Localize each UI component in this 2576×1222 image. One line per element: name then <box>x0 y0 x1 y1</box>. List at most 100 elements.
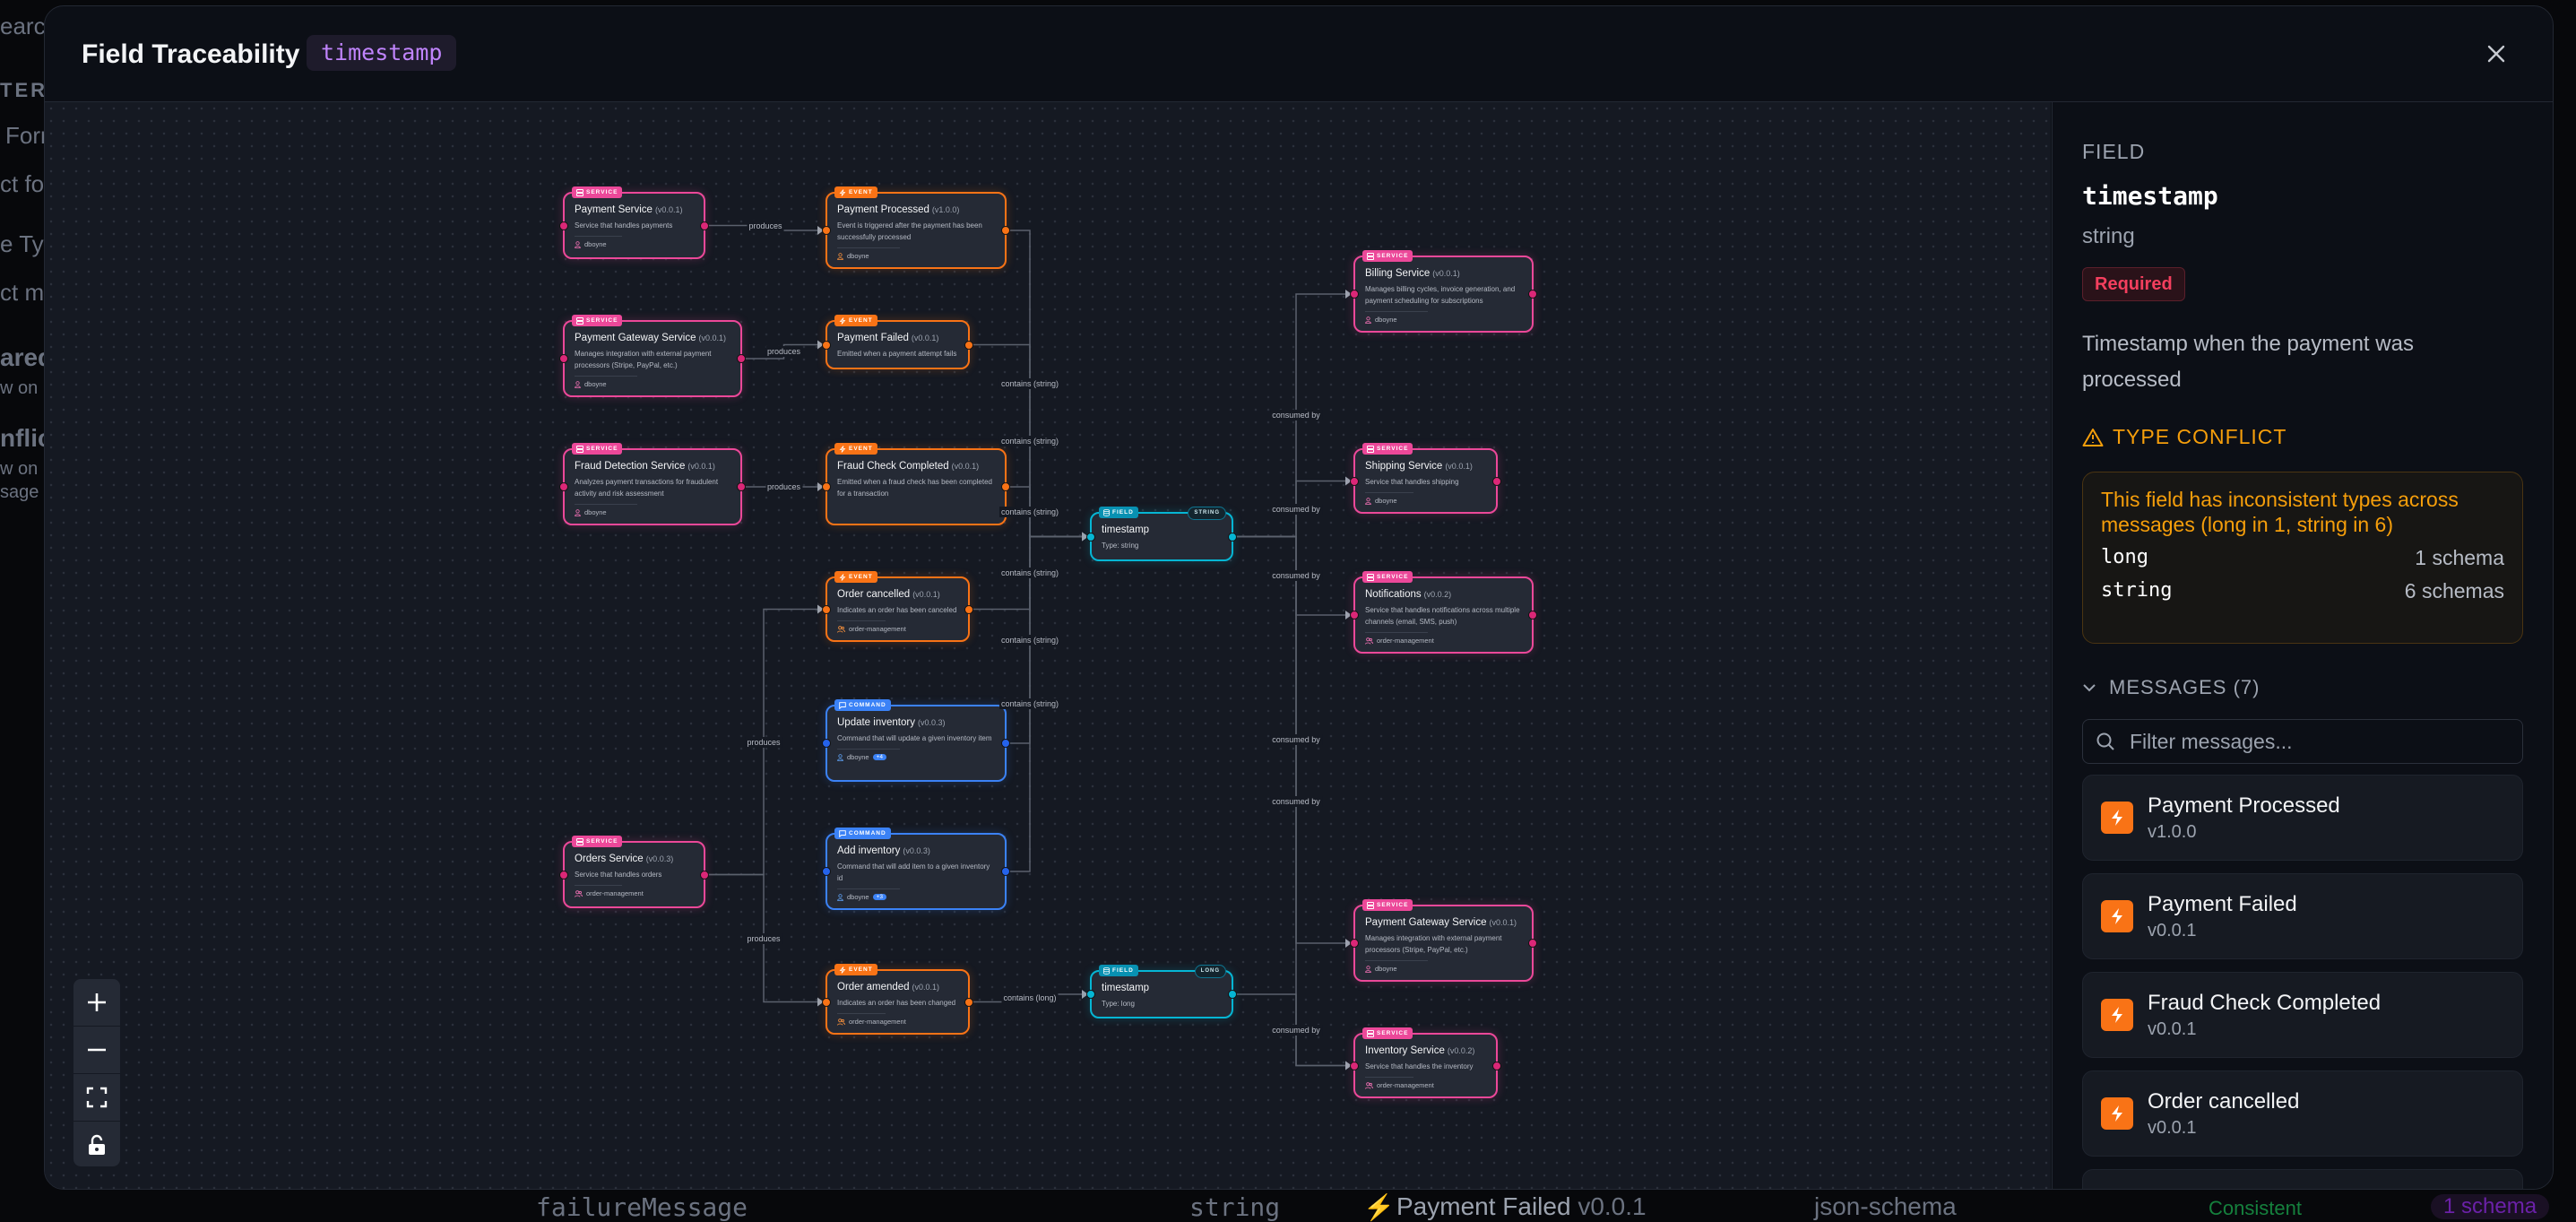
source-handle[interactable] <box>1001 226 1010 235</box>
format-cell: json-schema <box>1814 1192 1957 1220</box>
message-version: v1.0.0 <box>2148 821 2197 842</box>
source-handle[interactable] <box>1228 990 1237 999</box>
lightning-icon <box>2101 1097 2133 1130</box>
graph-canvas[interactable]: SERVICE Payment Service (v0.0.1) Service th… <box>45 102 2051 1189</box>
target-handle[interactable] <box>559 221 568 230</box>
node-title: Shipping Service (v0.0.1) <box>1365 461 1486 472</box>
target-handle[interactable] <box>559 870 568 880</box>
message-card[interactable]: Payment Failed v0.0.1 <box>2082 873 2523 959</box>
target-handle[interactable] <box>559 482 568 491</box>
target-handle[interactable] <box>559 354 568 363</box>
event-node[interactable]: EVENT Order cancelled (v0.0.1) Indicates an… <box>822 571 973 642</box>
source-handle[interactable] <box>1528 611 1537 620</box>
target-handle[interactable] <box>1086 532 1095 542</box>
node-name: Payment Processed <box>837 204 929 215</box>
divider <box>575 504 637 505</box>
service-node[interactable]: SERVICE Fraud Detection Service (v0.0.1) An… <box>559 443 746 525</box>
source-handle[interactable] <box>1528 939 1537 948</box>
field-traceability-modal: Field Traceability timestamp SERVICE Paym… <box>44 5 2554 1190</box>
service-node[interactable]: SERVICE Payment Gateway Service (v0.0.1) Ma… <box>1350 899 1537 982</box>
edge-label: contains (string) <box>998 506 1061 517</box>
node-type-badge: EVENT <box>834 315 877 326</box>
filter-messages-field[interactable] <box>2082 719 2523 764</box>
message-card[interactable]: Payment Processed v1.0.0 <box>2082 775 2523 861</box>
message-name: Payment Processed <box>2148 793 2340 818</box>
target-handle[interactable] <box>822 604 831 614</box>
node-title: timestamp <box>1102 983 1222 993</box>
event-node[interactable]: EVENT Payment Failed (v0.0.1) Emitted when … <box>822 315 973 369</box>
filter-messages-input[interactable] <box>2128 728 2490 755</box>
target-handle[interactable] <box>822 340 831 350</box>
service-node[interactable]: SERVICE Shipping Service (v0.0.1) Service t… <box>1350 443 1501 514</box>
messages-toggle[interactable]: MESSAGES (7) <box>2082 676 2260 699</box>
service-node[interactable]: SERVICE Notifications (v0.0.2) Service that… <box>1350 571 1537 654</box>
target-handle[interactable] <box>1350 476 1359 486</box>
source-handle[interactable] <box>700 221 709 230</box>
event-node[interactable]: EVENT Order amended (v0.0.1) Indicates an o… <box>822 964 973 1035</box>
node-type-label: SERVICE <box>586 446 618 452</box>
divider <box>837 1013 886 1014</box>
event-node[interactable]: EVENT Fraud Check Completed (v0.0.1) Emitte… <box>822 443 1010 525</box>
source-handle[interactable] <box>1228 532 1237 542</box>
service-node[interactable]: SERVICE Payment Gateway Service (v0.0.1) Ma… <box>559 315 746 397</box>
target-handle[interactable] <box>1350 290 1359 299</box>
conflict-row: long 1 schema <box>2101 546 2504 570</box>
close-button[interactable] <box>2483 40 2510 67</box>
target-handle[interactable] <box>1350 611 1359 620</box>
service-node[interactable]: SERVICE Payment Service (v0.0.1) Service th… <box>559 186 709 259</box>
conflict-row: string 6 schemas <box>2101 579 2504 603</box>
field-node[interactable]: FIELD LONG timestamp Type: long <box>1086 965 1237 1018</box>
target-handle[interactable] <box>822 867 831 876</box>
target-handle[interactable] <box>822 739 831 748</box>
source-handle[interactable] <box>700 870 709 880</box>
source-handle[interactable] <box>1528 290 1537 299</box>
message-card[interactable]: Fraud Check Completed v0.0.1 <box>2082 972 2523 1058</box>
field-node[interactable]: FIELD STRING timestamp Type: string <box>1086 507 1237 561</box>
lock-button[interactable] <box>73 1122 120 1166</box>
event-icon <box>839 573 846 581</box>
source-handle[interactable] <box>737 482 746 491</box>
node-title: Fraud Detection Service (v0.0.1) <box>575 461 730 472</box>
node-type-badge: SERVICE <box>1362 443 1413 455</box>
node-version: (v0.0.3) <box>903 846 930 855</box>
field-name-cell: failureMessage <box>536 1192 748 1222</box>
target-handle[interactable] <box>822 997 831 1007</box>
service-node[interactable]: SERVICE Inventory Service (v0.0.2) Service … <box>1350 1027 1501 1098</box>
target-handle[interactable] <box>1350 1061 1359 1070</box>
target-handle[interactable] <box>1086 990 1095 999</box>
source-handle[interactable] <box>964 340 973 350</box>
source-handle[interactable] <box>737 354 746 363</box>
node-owner: order-management <box>575 889 694 897</box>
source-handle[interactable] <box>1492 1061 1501 1070</box>
zoom-in-button[interactable] <box>73 979 120 1027</box>
messages-heading: MESSAGES (7) <box>2109 676 2260 698</box>
service-node[interactable]: SERVICE Orders Service (v0.0.3) Service tha… <box>559 836 709 908</box>
node-title: Inventory Service (v0.0.2) <box>1365 1045 1486 1056</box>
target-handle[interactable] <box>822 226 831 235</box>
source-handle[interactable] <box>1492 476 1501 486</box>
node-description: Type: string <box>1102 542 1139 550</box>
node-type-label: EVENT <box>849 317 873 324</box>
event-node[interactable]: EVENT Payment Processed (v1.0.0) Event is t… <box>822 186 1010 269</box>
service-icon <box>1367 445 1374 453</box>
service-node[interactable]: SERVICE Billing Service (v0.0.1) Manages bi… <box>1350 250 1537 333</box>
message-card[interactable]: Order cancelled v0.0.1 <box>2082 1070 2523 1157</box>
source-handle[interactable] <box>964 997 973 1007</box>
owner-name: dboyne <box>584 380 607 388</box>
zoom-out-button[interactable] <box>73 1027 120 1074</box>
command-node[interactable]: COMMAND Update inventory (v0.0.3) Command t… <box>822 699 1010 782</box>
service-icon <box>1367 901 1374 909</box>
source-handle[interactable] <box>1001 482 1010 491</box>
message-card[interactable]: Order amended <box>2082 1169 2523 1189</box>
edge-arrow <box>817 226 824 235</box>
modal-title: Field Traceability <box>82 39 300 69</box>
source-handle[interactable] <box>964 604 973 614</box>
node-owner: dboyne +3 <box>837 893 995 901</box>
sidebar-fragment: nflic <box>0 424 52 452</box>
source-handle[interactable] <box>1001 739 1010 748</box>
target-handle[interactable] <box>822 482 831 491</box>
target-handle[interactable] <box>1350 939 1359 948</box>
source-handle[interactable] <box>1001 867 1010 876</box>
fit-view-button[interactable] <box>73 1074 120 1122</box>
command-node[interactable]: COMMAND Add inventory (v0.0.3) Command that… <box>822 828 1010 910</box>
